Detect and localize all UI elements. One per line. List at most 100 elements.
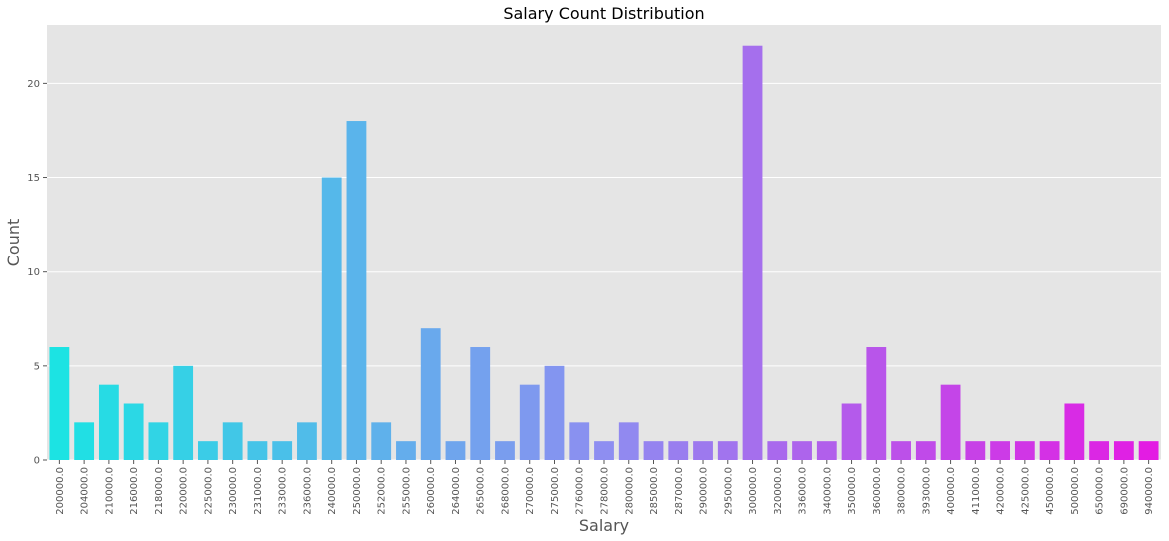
bar-230000.0 — [222, 422, 243, 460]
x-tick-label: 400000.0 — [946, 467, 957, 515]
bar-290000.0 — [693, 441, 713, 460]
x-tick-label: 350000.0 — [847, 467, 858, 515]
bar-220000.0 — [173, 365, 194, 460]
bar-276000.0 — [569, 422, 590, 460]
x-tick-label: 230000.0 — [228, 467, 239, 515]
x-tick-label: 278000.0 — [600, 467, 611, 515]
plot-background — [47, 25, 1161, 460]
y-tick-label: 0 — [34, 456, 40, 467]
bar-236000.0 — [297, 422, 317, 460]
bar-278000.0 — [594, 441, 614, 460]
x-tick-label: 255000.0 — [401, 467, 412, 515]
x-tick-label: 231000.0 — [253, 467, 264, 515]
y-tick-label: 20 — [27, 79, 40, 90]
x-tick-label: 200000.0 — [55, 467, 66, 515]
bar-450000.0 — [1039, 441, 1060, 460]
x-tick-label: 285000.0 — [649, 467, 660, 515]
x-tick-label: 220000.0 — [179, 467, 190, 515]
bar-340000.0 — [816, 441, 837, 460]
x-axis-label: Salary — [579, 516, 629, 535]
x-tick-label: 265000.0 — [476, 467, 487, 515]
x-tick-label: 650000.0 — [1095, 467, 1106, 515]
x-tick-label: 225000.0 — [203, 467, 214, 515]
x-tick-label: 204000.0 — [80, 467, 91, 515]
bar-200000.0 — [49, 347, 70, 460]
bar-210000.0 — [98, 384, 119, 460]
y-axis-ticks: 0 5 10 15 20 — [27, 79, 47, 467]
bar-264000.0 — [445, 441, 466, 460]
x-tick-label: 276000.0 — [575, 467, 586, 515]
x-tick-label: 940000.0 — [1144, 467, 1155, 515]
x-tick-label: 287000.0 — [674, 467, 685, 515]
x-tick-label: 425000.0 — [1020, 467, 1031, 515]
x-tick-label: 300000.0 — [748, 467, 759, 515]
bar-218000.0 — [148, 422, 169, 460]
x-tick-label: 233000.0 — [278, 467, 289, 515]
chart-title: Salary Count Distribution — [503, 4, 704, 23]
x-tick-label: 240000.0 — [327, 467, 338, 515]
bar-690000.0 — [1113, 441, 1134, 460]
x-tick-label: 360000.0 — [872, 467, 883, 515]
bar-650000.0 — [1089, 441, 1110, 460]
x-tick-label: 210000.0 — [104, 467, 115, 515]
bar-411000.0 — [965, 441, 986, 460]
bar-240000.0 — [321, 177, 342, 460]
x-tick-label: 250000.0 — [352, 467, 363, 515]
y-tick-label: 10 — [27, 267, 40, 278]
bar-225000.0 — [198, 441, 218, 460]
bar-420000.0 — [990, 441, 1010, 460]
x-tick-label: 320000.0 — [773, 467, 784, 515]
bar-268000.0 — [495, 441, 515, 460]
x-tick-label: 270000.0 — [525, 467, 536, 515]
x-tick-label: 295000.0 — [723, 467, 734, 515]
x-tick-label: 275000.0 — [550, 467, 561, 515]
x-axis-ticks: 200000.0 204000.0 210000.0 216000.0 218000.0… — [55, 460, 1155, 515]
bar-350000.0 — [841, 403, 862, 460]
bar-320000.0 — [767, 441, 788, 460]
bar-216000.0 — [123, 403, 144, 460]
x-tick-label: 690000.0 — [1119, 467, 1130, 515]
x-tick-label: 393000.0 — [921, 467, 932, 515]
x-tick-label: 336000.0 — [798, 467, 809, 515]
bar-287000.0 — [668, 441, 689, 460]
x-tick-label: 450000.0 — [1045, 467, 1056, 515]
x-tick-label: 268000.0 — [500, 467, 511, 515]
bar-285000.0 — [643, 441, 664, 460]
x-tick-label: 218000.0 — [154, 467, 165, 515]
bar-336000.0 — [792, 441, 812, 460]
bar-252000.0 — [371, 422, 392, 460]
x-tick-label: 264000.0 — [451, 467, 462, 515]
y-axis-label: Count — [4, 219, 23, 267]
bar-233000.0 — [272, 441, 293, 460]
bar-380000.0 — [891, 441, 911, 460]
bar-300000.0 — [742, 45, 763, 460]
bar-425000.0 — [1014, 441, 1035, 460]
x-tick-label: 290000.0 — [699, 467, 710, 515]
bar-393000.0 — [915, 441, 936, 460]
bar-295000.0 — [717, 441, 738, 460]
bar-265000.0 — [470, 347, 491, 460]
y-tick-label: 5 — [34, 361, 40, 372]
bar-231000.0 — [247, 441, 268, 460]
x-tick-label: 411000.0 — [971, 467, 982, 515]
bar-360000.0 — [866, 347, 887, 460]
x-tick-label: 216000.0 — [129, 467, 140, 515]
bar-280000.0 — [618, 422, 639, 460]
x-tick-label: 236000.0 — [302, 467, 313, 515]
x-tick-label: 380000.0 — [897, 467, 908, 515]
bar-250000.0 — [346, 121, 367, 460]
x-tick-label: 340000.0 — [822, 467, 833, 515]
x-tick-label: 260000.0 — [426, 467, 437, 515]
bar-275000.0 — [544, 365, 565, 460]
x-tick-label: 280000.0 — [624, 467, 635, 515]
x-tick-label: 500000.0 — [1070, 467, 1081, 515]
bars — [49, 45, 1159, 460]
x-tick-label: 420000.0 — [996, 467, 1007, 515]
bar-400000.0 — [940, 384, 961, 460]
bar-940000.0 — [1138, 441, 1159, 460]
bar-260000.0 — [420, 328, 441, 460]
bar-255000.0 — [396, 441, 416, 460]
bar-270000.0 — [519, 384, 540, 460]
x-tick-label: 252000.0 — [377, 467, 388, 515]
